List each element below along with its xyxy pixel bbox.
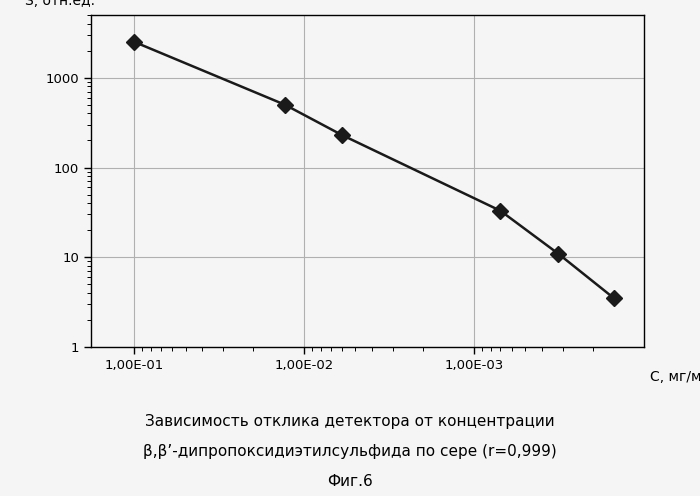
Text: S, отн.ед.: S, отн.ед. [25,0,94,8]
Text: Зависимость отклика детектора от концентрации: Зависимость отклика детектора от концент… [145,414,555,429]
Text: Фиг.6: Фиг.6 [327,474,373,489]
Text: β,β’-дипропоксидиэтилсульфида по сере (r=0,999): β,β’-дипропоксидиэтилсульфида по сере (r… [143,444,557,459]
Text: C, мг/мл: C, мг/мл [650,371,700,384]
